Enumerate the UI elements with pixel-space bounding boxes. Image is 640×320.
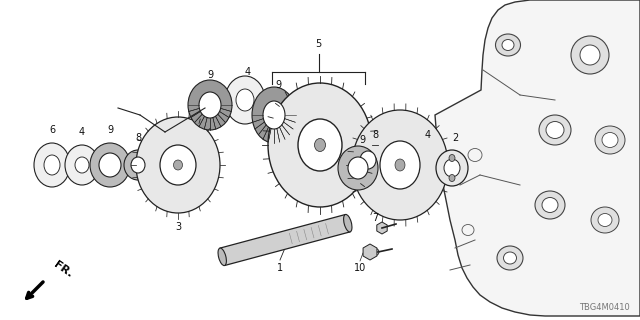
Text: 4: 4 xyxy=(425,130,431,140)
Ellipse shape xyxy=(436,150,468,186)
Text: FR.: FR. xyxy=(52,259,74,279)
Text: 9: 9 xyxy=(107,125,113,135)
Ellipse shape xyxy=(546,122,564,139)
Text: 4: 4 xyxy=(245,67,251,77)
Ellipse shape xyxy=(502,39,514,51)
Ellipse shape xyxy=(160,145,196,185)
Text: 4: 4 xyxy=(79,127,85,137)
Text: 9: 9 xyxy=(275,80,281,90)
Ellipse shape xyxy=(136,117,220,213)
Ellipse shape xyxy=(504,252,516,264)
Ellipse shape xyxy=(444,159,460,177)
Ellipse shape xyxy=(236,89,254,111)
Ellipse shape xyxy=(99,153,121,177)
Ellipse shape xyxy=(65,145,99,185)
Ellipse shape xyxy=(314,139,326,151)
Ellipse shape xyxy=(344,214,352,232)
Ellipse shape xyxy=(298,119,342,171)
Polygon shape xyxy=(220,214,350,266)
Text: 5: 5 xyxy=(316,39,322,49)
Ellipse shape xyxy=(75,157,89,173)
Ellipse shape xyxy=(595,126,625,154)
Text: 9: 9 xyxy=(207,70,213,80)
Text: 9: 9 xyxy=(359,135,365,145)
Ellipse shape xyxy=(369,248,379,256)
Text: 7: 7 xyxy=(372,213,378,223)
Ellipse shape xyxy=(571,36,609,74)
Polygon shape xyxy=(363,244,377,260)
Ellipse shape xyxy=(580,45,600,65)
Ellipse shape xyxy=(44,155,60,175)
Ellipse shape xyxy=(535,191,565,219)
Text: 2: 2 xyxy=(452,133,458,143)
Ellipse shape xyxy=(338,146,378,190)
Ellipse shape xyxy=(598,213,612,227)
Ellipse shape xyxy=(225,76,265,124)
Text: 10: 10 xyxy=(354,263,366,273)
Ellipse shape xyxy=(351,142,385,178)
Ellipse shape xyxy=(252,87,296,143)
Ellipse shape xyxy=(497,246,523,270)
Text: 1: 1 xyxy=(277,263,283,273)
Ellipse shape xyxy=(412,146,444,184)
Ellipse shape xyxy=(218,248,227,266)
Ellipse shape xyxy=(602,132,618,148)
Ellipse shape xyxy=(199,92,221,118)
Ellipse shape xyxy=(90,143,130,187)
Ellipse shape xyxy=(348,157,368,179)
Ellipse shape xyxy=(360,151,376,169)
Text: 8: 8 xyxy=(135,133,141,143)
Ellipse shape xyxy=(591,207,619,233)
Polygon shape xyxy=(377,222,387,234)
Ellipse shape xyxy=(34,143,70,187)
Ellipse shape xyxy=(188,80,232,130)
Text: 8: 8 xyxy=(372,130,378,140)
Text: TBG4M0410: TBG4M0410 xyxy=(579,303,630,312)
Ellipse shape xyxy=(421,157,435,173)
Ellipse shape xyxy=(263,101,285,129)
Ellipse shape xyxy=(268,83,372,207)
Ellipse shape xyxy=(173,160,182,170)
Polygon shape xyxy=(435,0,640,316)
Ellipse shape xyxy=(539,115,571,145)
Ellipse shape xyxy=(352,110,448,220)
Ellipse shape xyxy=(495,34,520,56)
Ellipse shape xyxy=(131,157,145,173)
Ellipse shape xyxy=(449,174,455,181)
Ellipse shape xyxy=(449,155,455,162)
Text: 3: 3 xyxy=(175,222,181,232)
Ellipse shape xyxy=(542,197,558,212)
Ellipse shape xyxy=(380,141,420,189)
Ellipse shape xyxy=(395,159,405,171)
Ellipse shape xyxy=(124,150,152,180)
Text: 6: 6 xyxy=(49,125,55,135)
